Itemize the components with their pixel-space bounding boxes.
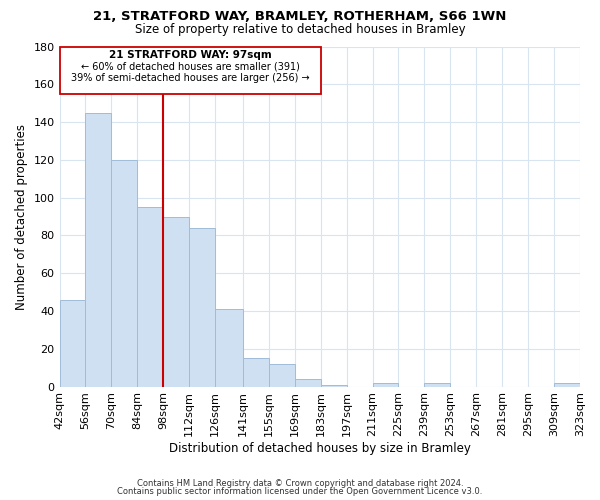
Text: 21, STRATFORD WAY, BRAMLEY, ROTHERHAM, S66 1WN: 21, STRATFORD WAY, BRAMLEY, ROTHERHAM, S… <box>94 10 506 23</box>
Bar <box>320 384 347 386</box>
Bar <box>59 300 85 386</box>
Text: ← 60% of detached houses are smaller (391): ← 60% of detached houses are smaller (39… <box>80 62 299 72</box>
Text: Contains HM Land Registry data © Crown copyright and database right 2024.: Contains HM Land Registry data © Crown c… <box>137 478 463 488</box>
Bar <box>373 383 398 386</box>
X-axis label: Distribution of detached houses by size in Bramley: Distribution of detached houses by size … <box>169 442 471 455</box>
Bar <box>243 358 269 386</box>
Bar <box>189 228 215 386</box>
Text: Contains public sector information licensed under the Open Government Licence v3: Contains public sector information licen… <box>118 487 482 496</box>
Bar <box>112 160 137 386</box>
Bar <box>137 207 163 386</box>
FancyBboxPatch shape <box>59 46 320 94</box>
Bar <box>85 112 112 386</box>
Y-axis label: Number of detached properties: Number of detached properties <box>15 124 28 310</box>
Text: Size of property relative to detached houses in Bramley: Size of property relative to detached ho… <box>134 22 466 36</box>
Bar <box>295 379 320 386</box>
Bar <box>215 309 243 386</box>
Bar <box>269 364 295 386</box>
Text: 21 STRATFORD WAY: 97sqm: 21 STRATFORD WAY: 97sqm <box>109 50 271 60</box>
Bar <box>424 383 451 386</box>
Bar <box>163 216 189 386</box>
Bar <box>554 383 580 386</box>
Text: 39% of semi-detached houses are larger (256) →: 39% of semi-detached houses are larger (… <box>71 73 310 83</box>
